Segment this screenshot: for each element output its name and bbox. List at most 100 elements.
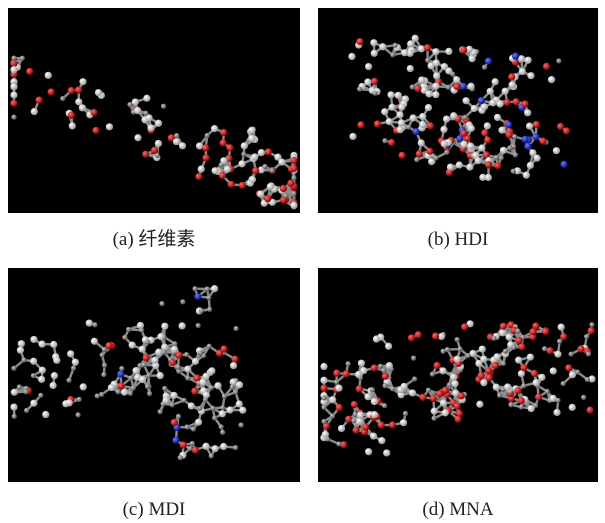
atom [127,102,132,107]
atom [371,398,378,405]
atom [454,402,461,409]
atom [378,421,385,428]
atom [462,97,469,104]
atom [291,175,296,180]
atom [386,118,393,125]
atom [132,367,139,374]
atom [241,142,248,149]
atom [378,437,385,444]
atom [346,361,351,366]
atom [478,144,485,151]
atom [374,120,381,127]
atom [196,142,203,149]
atom [454,356,461,363]
atom [381,368,386,373]
atom [445,48,452,55]
atom [415,331,422,338]
atom [191,388,198,395]
atom [586,351,591,356]
atom [185,424,190,429]
atom [42,411,49,418]
atom [557,339,562,344]
atom [10,60,17,67]
atom [202,443,209,450]
atom [90,109,97,116]
atom [159,301,164,306]
atom [519,68,526,75]
atom [141,362,146,367]
atom [146,373,151,378]
atom [396,111,403,118]
atom [433,155,438,160]
atom [203,391,210,398]
atom [31,108,38,115]
atom [407,65,414,72]
atom [515,337,522,344]
atom [143,111,148,116]
atom [542,328,549,335]
atom [224,166,231,173]
atom [180,299,185,304]
atom [385,343,392,350]
atom [212,167,219,174]
atom [481,129,488,136]
atom [487,88,494,95]
atom [128,375,133,380]
atom [68,112,75,119]
atom [401,49,408,56]
atom [230,362,237,369]
atom [334,379,339,384]
atom [207,307,212,312]
atom [521,136,528,143]
atom [565,364,572,371]
atom [77,397,82,402]
atom [12,414,17,419]
atom [352,427,359,434]
atom [357,412,364,419]
atom [251,153,258,160]
atom [478,372,485,379]
atom [364,78,371,85]
atom [239,407,246,414]
atom [432,91,439,98]
atom [80,383,87,390]
atom [465,353,470,358]
atom [226,144,233,151]
atom [142,151,149,158]
atom [413,128,420,135]
atom [335,384,342,391]
atom [458,392,465,399]
figure: (a) 纤维素 (b) HDI (c) MDI (d) MNA [0,0,605,523]
atom [523,172,530,179]
atom [453,76,460,83]
atom [389,421,396,428]
atom [460,130,467,137]
atom [126,327,131,332]
atom [291,191,296,196]
atom [494,162,501,169]
atom [231,356,238,363]
atom [514,387,521,394]
atom [108,384,115,391]
atom [527,353,534,360]
atom [581,395,586,400]
atom [236,400,243,407]
atom [321,395,326,400]
atom [178,455,183,460]
atom [431,416,436,421]
atom [371,364,378,371]
atom [66,399,73,406]
atom [569,404,576,411]
atom [509,81,516,88]
panel-image [8,8,300,213]
atom [195,419,202,426]
atom [204,286,209,291]
atom [349,133,356,140]
atom [475,157,482,164]
atom [497,393,502,398]
atom [545,389,550,394]
atom [100,352,105,357]
atom [382,403,387,408]
atom [20,56,25,61]
atom [442,409,449,416]
